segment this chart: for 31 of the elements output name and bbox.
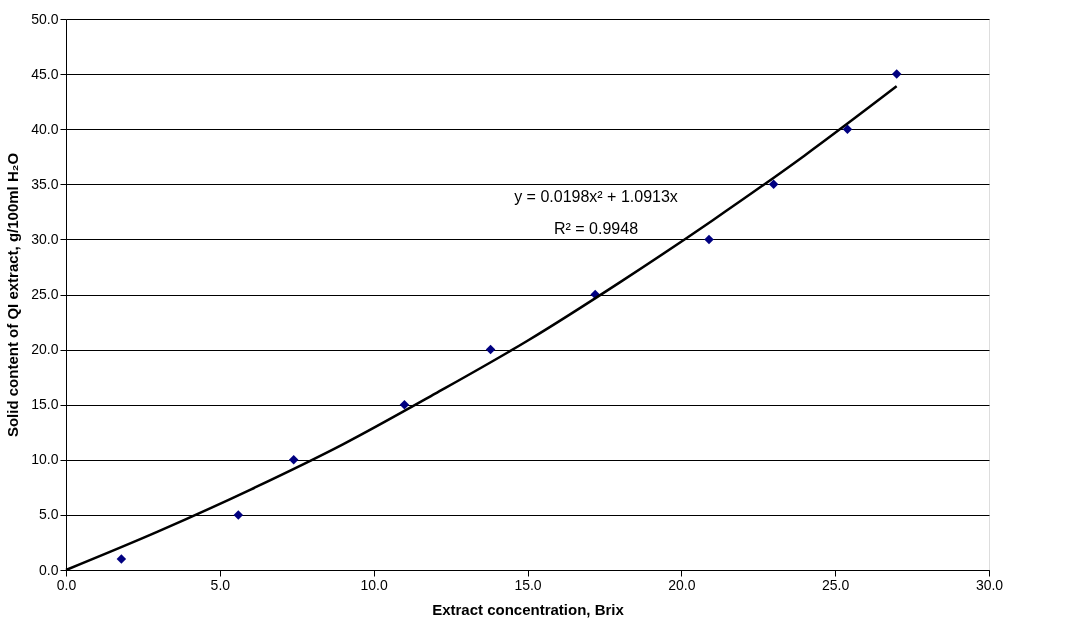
annotation: R² = 0.9948: [553, 220, 639, 237]
y-axis-title: Solid content of QI extract, g/100ml H₂O: [4, 152, 22, 438]
annotation: y = 0.0198x² + 1.0913x: [514, 188, 678, 205]
point: [116, 554, 127, 564]
x-tick-label: 5.0: [210, 576, 231, 593]
y-tick-label: 0.0: [39, 561, 59, 578]
point: [288, 455, 299, 465]
point: [768, 179, 779, 190]
x-tick-label: 0.0: [56, 576, 77, 593]
point: [485, 344, 496, 355]
x-tick-label: 10.0: [360, 576, 388, 593]
y-tick-label: 35.0: [31, 175, 59, 192]
y-tick-label: 40.0: [31, 120, 59, 137]
y-tick-label: 30.0: [31, 230, 59, 247]
y-tick-label: 20.0: [31, 341, 59, 358]
y-tick-label: 45.0: [31, 65, 59, 82]
point: [842, 124, 853, 134]
x-tick-label: 20.0: [668, 576, 696, 593]
y-tick-label: 5.0: [39, 506, 59, 523]
y-tick-label: 25.0: [31, 286, 59, 302]
x-tick-label: 30.0: [975, 576, 1004, 593]
y-tick-label: 10.0: [31, 451, 59, 468]
point: [891, 69, 902, 79]
x-tick-label: 25.0: [822, 576, 850, 593]
x-tick-label: 15.0: [514, 576, 542, 593]
point: [233, 510, 244, 520]
y-tick-label: 15.0: [31, 396, 59, 413]
y-tick-label: 50.0: [31, 10, 59, 27]
point: [399, 399, 410, 410]
point: [704, 234, 714, 245]
x-axis-title: Extract concentration, Brix: [432, 600, 625, 618]
